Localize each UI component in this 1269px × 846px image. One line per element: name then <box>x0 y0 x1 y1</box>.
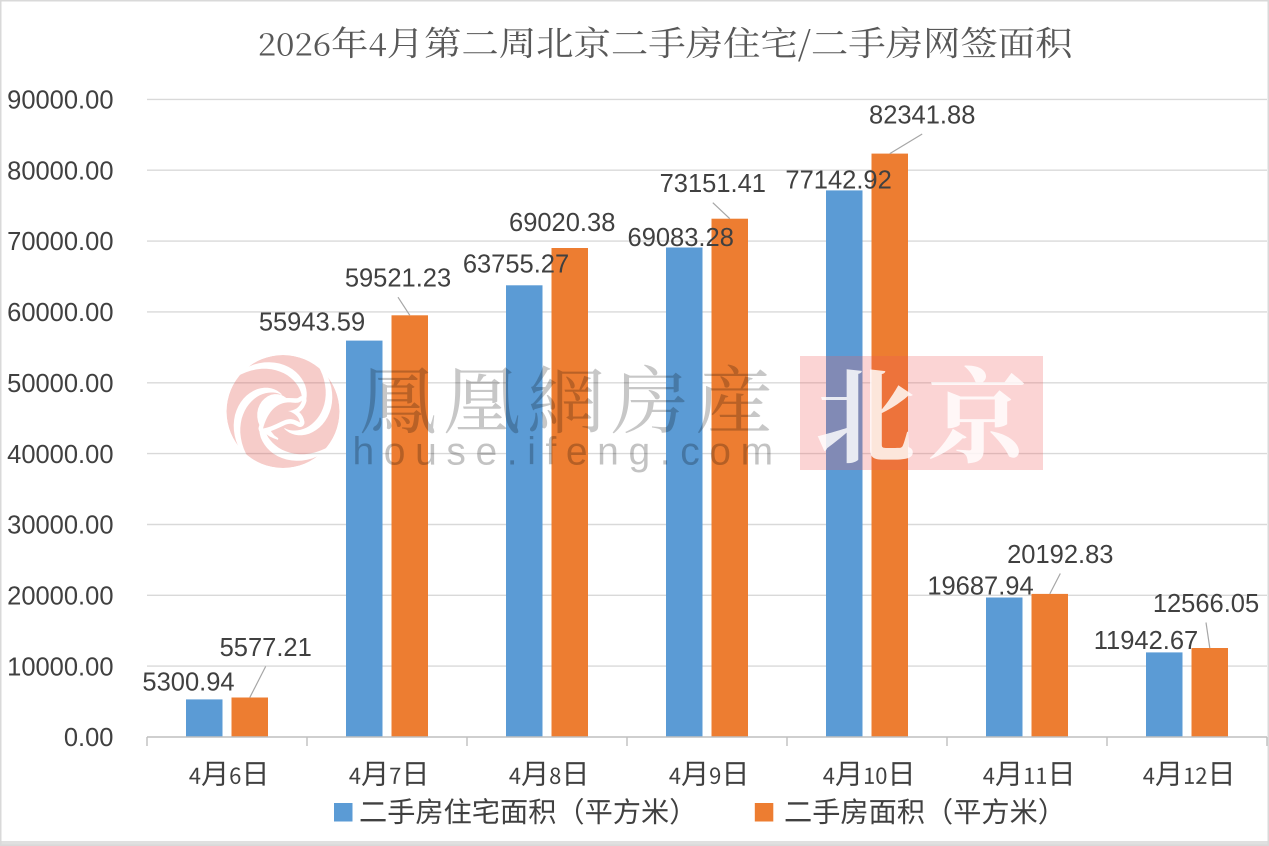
svg-text:30000.00: 30000.00 <box>7 512 113 540</box>
svg-text:0.00: 0.00 <box>64 724 114 752</box>
svg-text:82341.88: 82341.88 <box>869 102 975 130</box>
svg-text:69083.28: 69083.28 <box>628 224 734 252</box>
svg-text:11942.67: 11942.67 <box>1094 627 1198 655</box>
svg-text:5577.21: 5577.21 <box>220 634 312 662</box>
svg-text:50000.00: 50000.00 <box>7 370 113 398</box>
svg-text:40000.00: 40000.00 <box>7 441 113 469</box>
svg-text:19687.94: 19687.94 <box>927 573 1033 601</box>
svg-text:20192.83: 20192.83 <box>1007 541 1113 569</box>
svg-text:63755.27: 63755.27 <box>463 251 569 279</box>
svg-text:55943.59: 55943.59 <box>259 309 365 337</box>
svg-text:69020.38: 69020.38 <box>509 209 615 237</box>
svg-text:10000.00: 10000.00 <box>7 653 113 681</box>
svg-text:60000.00: 60000.00 <box>7 299 113 327</box>
svg-text:73151.41: 73151.41 <box>660 170 766 198</box>
svg-text:77142.92: 77142.92 <box>785 167 891 195</box>
svg-text:5300.94: 5300.94 <box>142 669 234 697</box>
svg-text:house.ifeng.com: house.ifeng.com <box>353 431 783 474</box>
svg-text:59521.23: 59521.23 <box>345 265 451 293</box>
svg-text:12566.05: 12566.05 <box>1153 590 1259 618</box>
svg-text:80000.00: 80000.00 <box>7 157 113 185</box>
svg-text:90000.00: 90000.00 <box>7 87 113 115</box>
svg-text:20000.00: 20000.00 <box>7 583 113 611</box>
svg-text:70000.00: 70000.00 <box>7 228 113 256</box>
